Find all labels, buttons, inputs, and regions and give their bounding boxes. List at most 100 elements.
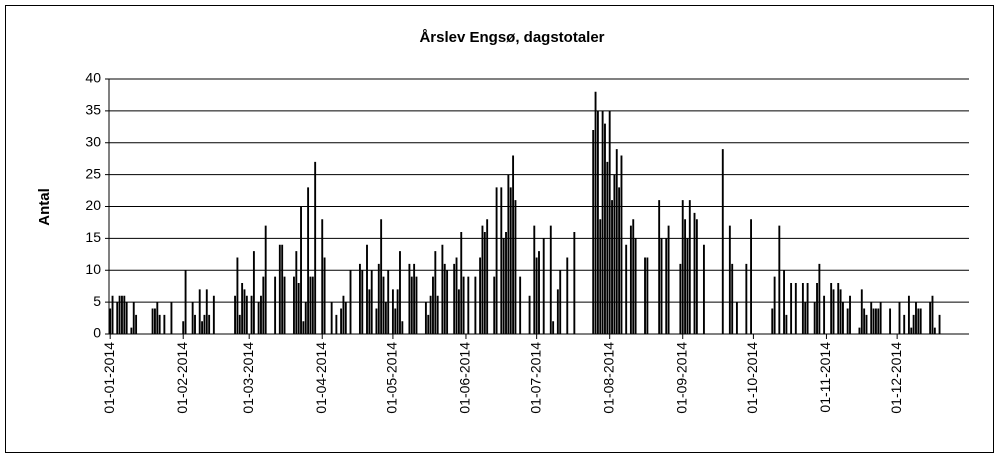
x-tick-label: 01-09-2014 xyxy=(673,342,689,414)
bar xyxy=(728,225,731,334)
bar xyxy=(695,219,698,334)
bar xyxy=(552,321,555,334)
bar xyxy=(599,219,602,334)
bar xyxy=(912,314,915,334)
bar xyxy=(182,321,185,334)
bar xyxy=(462,276,465,334)
y-axis-label: Antal xyxy=(36,188,53,226)
bar xyxy=(818,263,821,334)
bar xyxy=(660,238,663,334)
bar xyxy=(509,187,512,334)
bar xyxy=(849,295,851,334)
bar xyxy=(592,130,595,334)
bar xyxy=(429,295,432,334)
bar xyxy=(309,276,312,334)
bar xyxy=(474,276,477,334)
bar xyxy=(344,302,347,334)
bar xyxy=(830,283,833,334)
bar xyxy=(375,308,378,334)
bar xyxy=(198,289,201,334)
bar xyxy=(573,232,576,334)
bar xyxy=(260,295,262,334)
y-tick-label: 40 xyxy=(85,70,101,86)
bar xyxy=(919,308,922,334)
chart-title: Årslev Engsø, dagstotaler xyxy=(419,29,604,46)
bar xyxy=(205,289,208,334)
bar xyxy=(274,276,277,334)
bar xyxy=(804,302,807,334)
bar xyxy=(314,161,317,334)
y-tick-label: 10 xyxy=(85,261,101,277)
bar xyxy=(156,302,159,334)
bar xyxy=(321,219,324,334)
bar xyxy=(538,251,540,334)
bar xyxy=(528,295,531,334)
bar xyxy=(816,283,818,334)
y-tick-label: 5 xyxy=(93,293,101,309)
bar xyxy=(634,238,637,334)
bar xyxy=(596,110,599,334)
bar xyxy=(323,257,326,334)
bar xyxy=(608,110,611,334)
bar xyxy=(559,270,562,334)
bar xyxy=(457,289,460,334)
bar xyxy=(620,155,623,334)
bar xyxy=(929,302,932,334)
bar xyxy=(790,283,793,334)
bar xyxy=(278,244,281,334)
bar xyxy=(208,314,211,334)
bar xyxy=(679,263,682,334)
bar xyxy=(293,276,295,334)
bar xyxy=(903,314,906,334)
y-tick-label: 35 xyxy=(85,102,101,118)
y-tick-label: 20 xyxy=(85,197,101,213)
bar xyxy=(500,187,503,334)
bar xyxy=(613,174,616,334)
y-tick-label: 15 xyxy=(85,229,101,245)
bar xyxy=(839,289,842,334)
bar xyxy=(446,270,449,334)
bar xyxy=(203,314,206,334)
chart-frame xyxy=(5,5,994,453)
bar xyxy=(877,308,880,334)
bar xyxy=(907,295,910,334)
x-tick-label: 01-06-2014 xyxy=(457,342,473,414)
bar xyxy=(116,302,119,334)
bar xyxy=(382,276,385,334)
bar xyxy=(391,289,394,334)
bar xyxy=(191,302,194,334)
bar xyxy=(394,308,397,334)
bar xyxy=(601,110,604,334)
bar xyxy=(681,200,684,334)
bar xyxy=(566,257,569,334)
bar xyxy=(615,149,618,334)
bar xyxy=(870,302,873,334)
bar xyxy=(644,257,646,334)
bar xyxy=(340,308,343,334)
bar xyxy=(606,161,609,334)
y-tick-label: 25 xyxy=(85,165,101,181)
y-tick-label: 30 xyxy=(85,133,101,149)
bar xyxy=(556,289,559,334)
bar xyxy=(771,308,774,334)
bar xyxy=(158,314,161,334)
bar xyxy=(295,251,298,334)
bar xyxy=(773,276,776,334)
bar xyxy=(632,219,635,334)
bar xyxy=(629,225,632,334)
bar xyxy=(252,251,255,334)
bar xyxy=(535,257,538,334)
bar xyxy=(384,302,387,334)
bar xyxy=(702,244,705,334)
bar xyxy=(236,257,239,334)
bar xyxy=(250,295,253,334)
bar xyxy=(846,308,849,334)
bar xyxy=(721,149,724,334)
bar xyxy=(455,257,458,334)
bar xyxy=(311,276,314,334)
bar xyxy=(436,295,439,334)
bar xyxy=(109,308,112,334)
x-tick-label: 01-08-2014 xyxy=(600,342,616,414)
bar xyxy=(307,187,310,334)
bar xyxy=(441,244,444,334)
